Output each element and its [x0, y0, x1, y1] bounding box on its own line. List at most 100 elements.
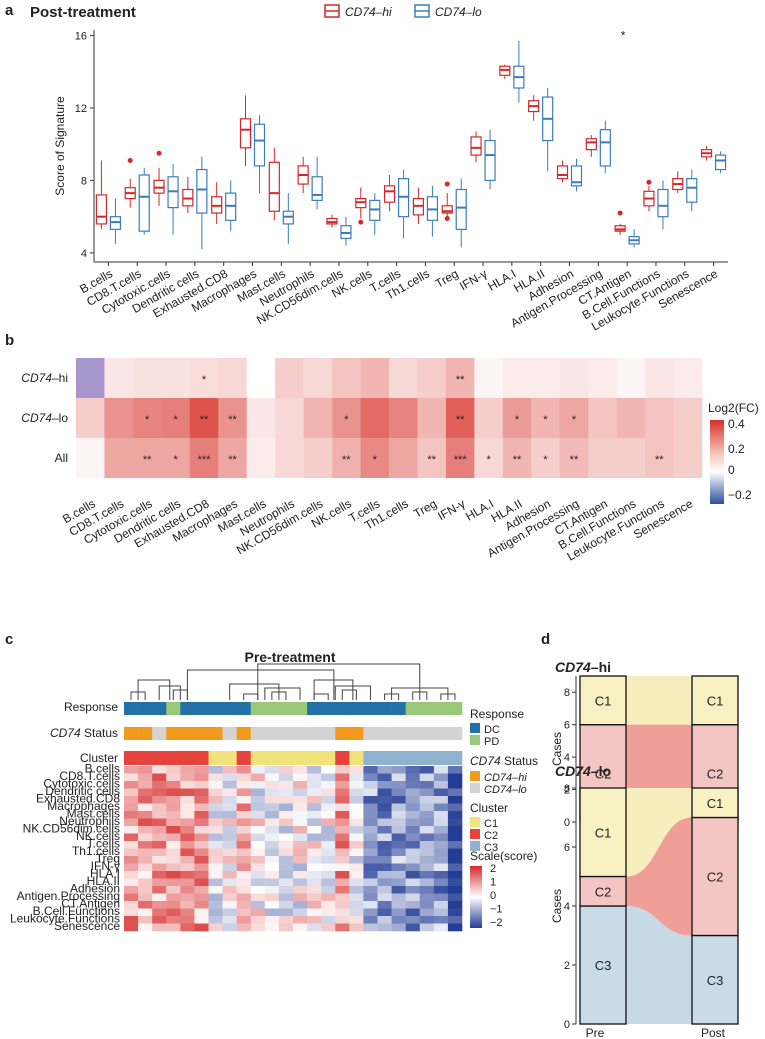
significance-star: **: [513, 454, 522, 466]
heatmap-cell: [335, 893, 350, 902]
heatmap-cell: [246, 438, 276, 478]
heatmap-cell: [391, 863, 406, 872]
colorbar-tick-label: 1: [490, 877, 496, 889]
heatmap-cell: [236, 893, 252, 902]
heatmap-cell: [208, 826, 223, 834]
cluster-cell: [208, 751, 223, 765]
row-label: CD74–hi: [21, 371, 68, 385]
heatmap-cell: [419, 871, 435, 879]
y-tick-label: 6: [564, 720, 570, 732]
legend-swatch: [470, 723, 480, 733]
legend-title: Scale(score): [470, 849, 537, 863]
track-label: CD74 Status: [50, 726, 118, 740]
alluvial-stratum: [579, 875, 627, 907]
heatmap-cell: [180, 818, 195, 827]
heatmap-cell: [673, 358, 703, 398]
box: [311, 176, 323, 201]
row-label: B.cells: [85, 762, 120, 776]
heatmap-cell: [447, 893, 463, 902]
heatmap-cell: [405, 788, 421, 797]
heatmap-cell: [335, 848, 350, 857]
heatmap-cell: [124, 908, 139, 917]
heatmap-cell: [208, 766, 223, 774]
stratum-label: C1: [595, 825, 612, 840]
row-label: Th1.cells: [72, 844, 120, 858]
heatmap-cell: [349, 871, 364, 879]
heatmap-cell: [445, 398, 475, 438]
heatmap-cell: [349, 901, 364, 909]
heatmap-cell: [391, 908, 406, 917]
heatmap-cell: [377, 833, 392, 842]
heatmap-cell: [293, 818, 308, 827]
heatmap-cell: [307, 811, 322, 819]
heatmap-cell: [433, 923, 449, 932]
box: [138, 174, 150, 232]
heatmap-cell: [391, 901, 406, 909]
boxplot-a: Post-treatment CD74–hi CD74–lo 4 8 12 16 Score …: [30, 4, 728, 334]
heatmap-cell: [152, 878, 167, 887]
significance-star: *: [515, 414, 520, 426]
status-cell: [307, 727, 322, 740]
cluster-cell: [236, 751, 252, 765]
heatmap-cell: [447, 788, 463, 797]
stratum-label: C3: [707, 973, 724, 988]
heatmap-cell: [250, 878, 266, 887]
heatmap-cell: [180, 923, 195, 932]
heatmap-cell: [363, 908, 378, 917]
heatmap-cell: [447, 916, 463, 924]
heatmap-cell: [194, 833, 209, 842]
heatmap-cell: [363, 871, 378, 879]
heatmap-cell: [152, 811, 167, 819]
heatmap-cell: [194, 916, 209, 924]
heatmap-cell: [531, 438, 561, 478]
heatmap-cell: [389, 398, 418, 438]
heatmap-cell: [474, 398, 504, 438]
heatmap-cell: [293, 893, 308, 902]
heatmap-cell: [391, 766, 406, 774]
heatmap-cell: [222, 886, 237, 894]
heatmap-cell: [208, 878, 223, 887]
heatmap-cell: [321, 878, 336, 887]
heatmap-cell: [433, 848, 449, 857]
y-tick-label: 8: [564, 783, 570, 795]
heatmap-cell: [124, 848, 139, 857]
heatmap-cell: [138, 818, 153, 827]
significance-star: *: [202, 374, 207, 386]
y-tick-label: 4: [81, 248, 87, 260]
heatmap-cell: [405, 878, 421, 887]
status-cell: [152, 727, 167, 740]
heatmap-cell: [138, 871, 153, 879]
cluster-cell: [222, 751, 237, 765]
heatmap-cell: [616, 398, 646, 438]
heatmap-cell: [152, 781, 167, 789]
heatmap-cell: [208, 781, 223, 789]
alluvial-flow: [626, 817, 692, 936]
heatmap-cell: [391, 833, 406, 842]
heatmap-cell: [321, 818, 336, 827]
panel-letter-a: a: [5, 2, 14, 19]
heatmap-cell: [264, 886, 280, 894]
heatmap-cell: [250, 773, 266, 782]
heatmap-cell: [419, 773, 435, 782]
heatmap-cell: [208, 923, 223, 932]
heatmap-cell: [363, 886, 378, 894]
heatmap-cell: [189, 398, 219, 438]
heatmap-cell: [180, 811, 195, 819]
legend-swatch: [470, 771, 480, 781]
heatmap-cell: [138, 781, 153, 789]
heatmap-cell: [166, 773, 181, 782]
heatmap-cell: [335, 811, 350, 819]
box-outlier: [358, 219, 364, 225]
heatmap-cell: [152, 908, 167, 917]
row-label: B.Cell.Functions: [33, 904, 120, 918]
heatmap-cell: [616, 438, 646, 478]
heatmap-cell: [124, 833, 139, 842]
heatmap-cell: [138, 863, 153, 872]
heatmap-cell: [335, 886, 350, 894]
heatmap-cell: [419, 908, 435, 917]
heatmap-cell: [307, 923, 322, 932]
heatmap-cell: [132, 398, 162, 438]
box: [599, 129, 611, 167]
heatmap-cell: [166, 871, 181, 879]
heatmap-cell: [419, 841, 435, 849]
